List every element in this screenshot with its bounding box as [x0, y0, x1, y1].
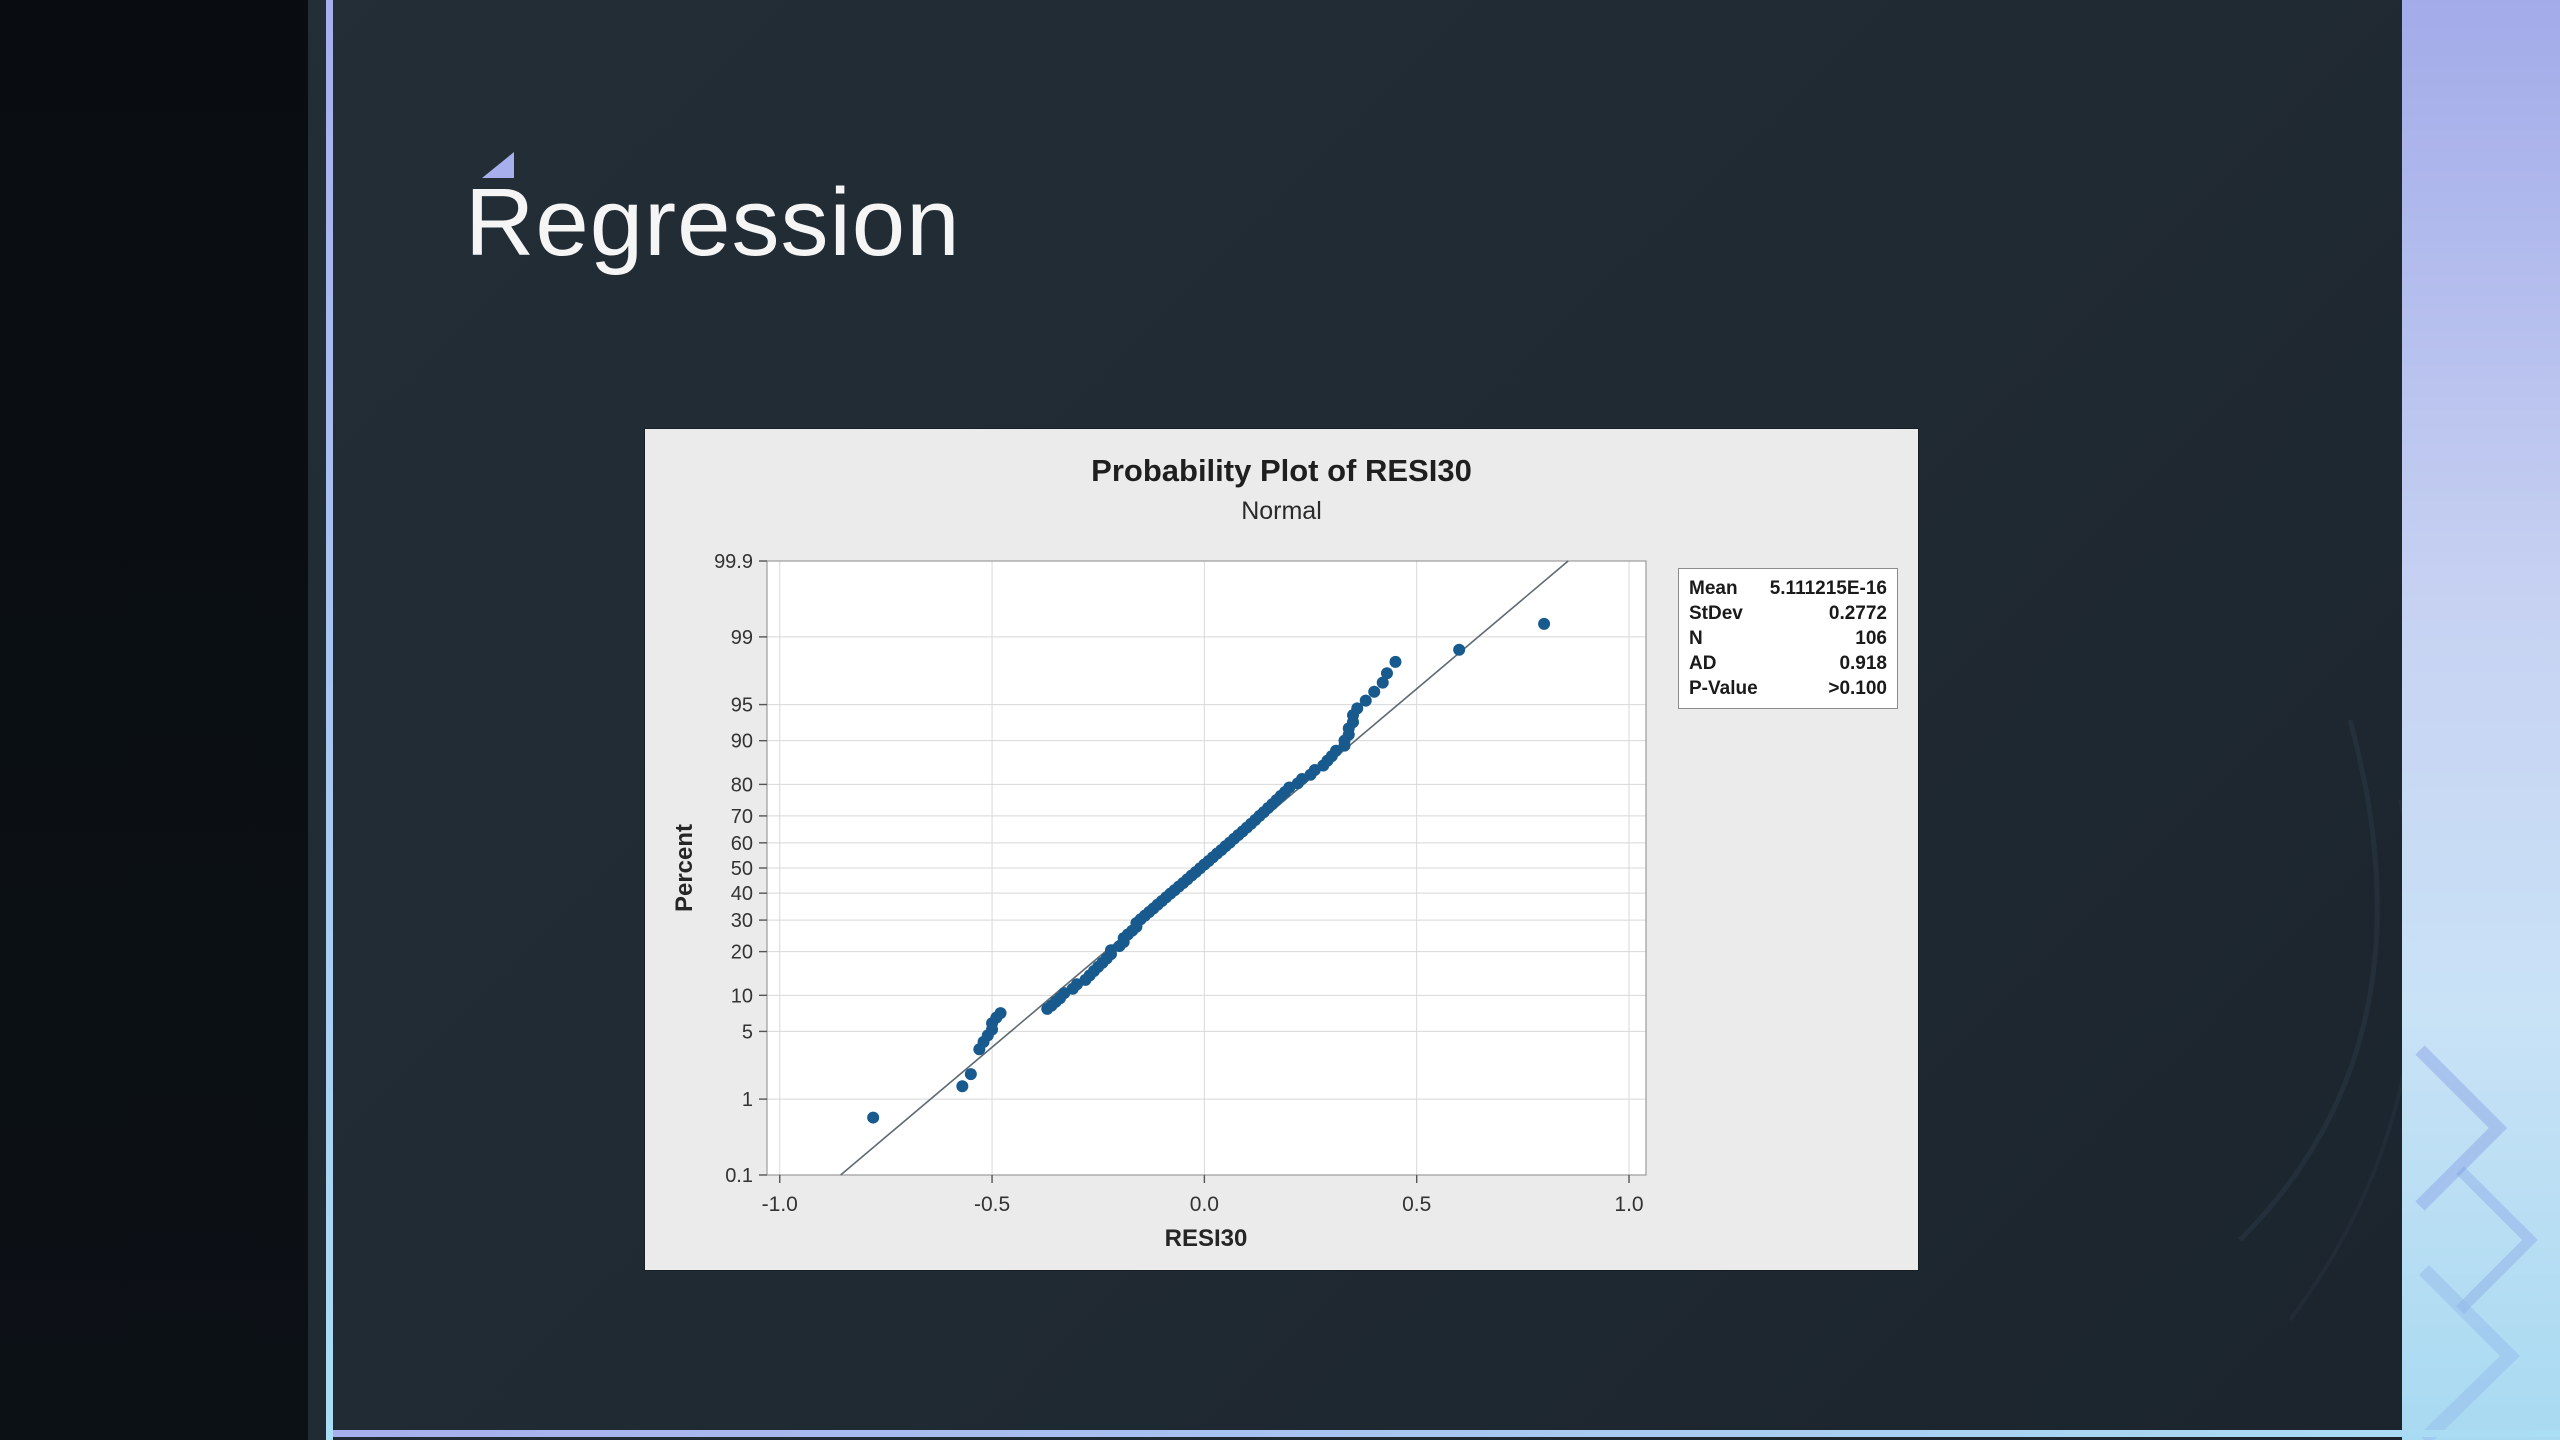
y-tick-labels: 0.1 1 5 10 20 30 40 50 60 70 80 90 95 99 99.9	[714, 551, 753, 1187]
stat-label: StDev	[1689, 603, 1743, 624]
stat-value: 0.918	[1839, 653, 1887, 674]
y-tick-label: 70	[731, 806, 753, 828]
y-tick-label: 5	[742, 1021, 753, 1043]
data-point	[1380, 667, 1393, 680]
data-point	[1376, 676, 1389, 689]
stat-value: 106	[1855, 628, 1887, 649]
y-tick-label: 30	[731, 910, 753, 932]
accent-vertical-rule	[326, 0, 333, 1440]
data-point	[867, 1111, 880, 1124]
stat-value: 0.2772	[1828, 603, 1887, 624]
y-tick-label: 95	[731, 695, 753, 717]
y-tick-label: 60	[731, 833, 753, 855]
probability-plot-panel: -1.0 -0.5 0.0 0.5 1.0 0.1 1 5 10 20 30 40 50 60 70 80 90…	[645, 429, 1918, 1270]
data-point	[1453, 643, 1466, 656]
stat-label: AD	[1689, 653, 1717, 674]
probability-plot: -1.0 -0.5 0.0 0.5 1.0 0.1 1 5 10 20 30 40 50 60 70 80 90…	[714, 551, 1647, 1216]
x-axis-label: RESI30	[1164, 1225, 1248, 1252]
stat-value: 5.111215E-16	[1769, 578, 1887, 599]
stat-row: AD 0.918	[1689, 651, 1887, 676]
y-tick-label: 50	[731, 858, 753, 880]
data-point	[1359, 694, 1372, 707]
y-tick-label: 90	[731, 731, 753, 753]
background-swirl-decoration	[2238, 719, 2410, 1322]
x-tick-label: 0.5	[1402, 1193, 1431, 1216]
data-point	[1389, 655, 1402, 668]
data-point	[1351, 702, 1364, 715]
decorative-gradient-band	[2402, 0, 2560, 1440]
accent-bottom-rule	[333, 1430, 2560, 1437]
x-tick-label: 1.0	[1614, 1193, 1643, 1216]
stat-row: Mean 5.111215E-16	[1689, 576, 1887, 601]
data-point	[994, 1007, 1007, 1020]
y-tick-label: 0.1	[725, 1165, 753, 1187]
stats-legend: Mean 5.111215E-16 StDev 0.2772 N 106 AD 0.918 P-…	[1678, 568, 1898, 709]
data-point	[1538, 617, 1551, 630]
x-tick-label: -0.5	[974, 1193, 1010, 1216]
data-point	[956, 1080, 969, 1093]
chevrons-icon	[2415, 1045, 2538, 1440]
axis-ticks	[759, 560, 1630, 1183]
stat-row: StDev 0.2772	[1689, 601, 1887, 626]
slide-title: Regression	[465, 169, 961, 276]
stat-row: N 106	[1689, 626, 1887, 651]
y-tick-label: 99.9	[714, 551, 753, 573]
y-tick-label: 80	[731, 774, 753, 796]
y-tick-label: 20	[731, 942, 753, 964]
stat-value: >0.100	[1828, 678, 1887, 699]
left-margin-bar	[0, 0, 308, 1440]
stat-row: P-Value >0.100	[1689, 676, 1887, 701]
stat-label: N	[1689, 628, 1703, 649]
y-axis-label: Percent	[671, 823, 698, 913]
title-accent-icon	[482, 152, 514, 178]
stat-label: P-Value	[1689, 678, 1758, 699]
chart-subtitle: Normal	[1241, 497, 1322, 525]
data-points	[867, 617, 1551, 1124]
x-tick-label: 0.0	[1190, 1193, 1219, 1216]
data-point	[964, 1068, 977, 1081]
y-tick-label: 10	[731, 985, 753, 1007]
y-tick-label: 99	[731, 627, 753, 649]
y-tick-label: 1	[742, 1089, 753, 1111]
x-tick-label: -1.0	[762, 1193, 798, 1216]
chart-title: Probability Plot of RESI30	[1091, 453, 1472, 488]
data-point	[1368, 685, 1381, 698]
stat-label: Mean	[1689, 578, 1738, 599]
y-tick-label: 40	[731, 883, 753, 905]
x-tick-labels: -1.0 -0.5 0.0 0.5 1.0	[762, 1193, 1644, 1216]
